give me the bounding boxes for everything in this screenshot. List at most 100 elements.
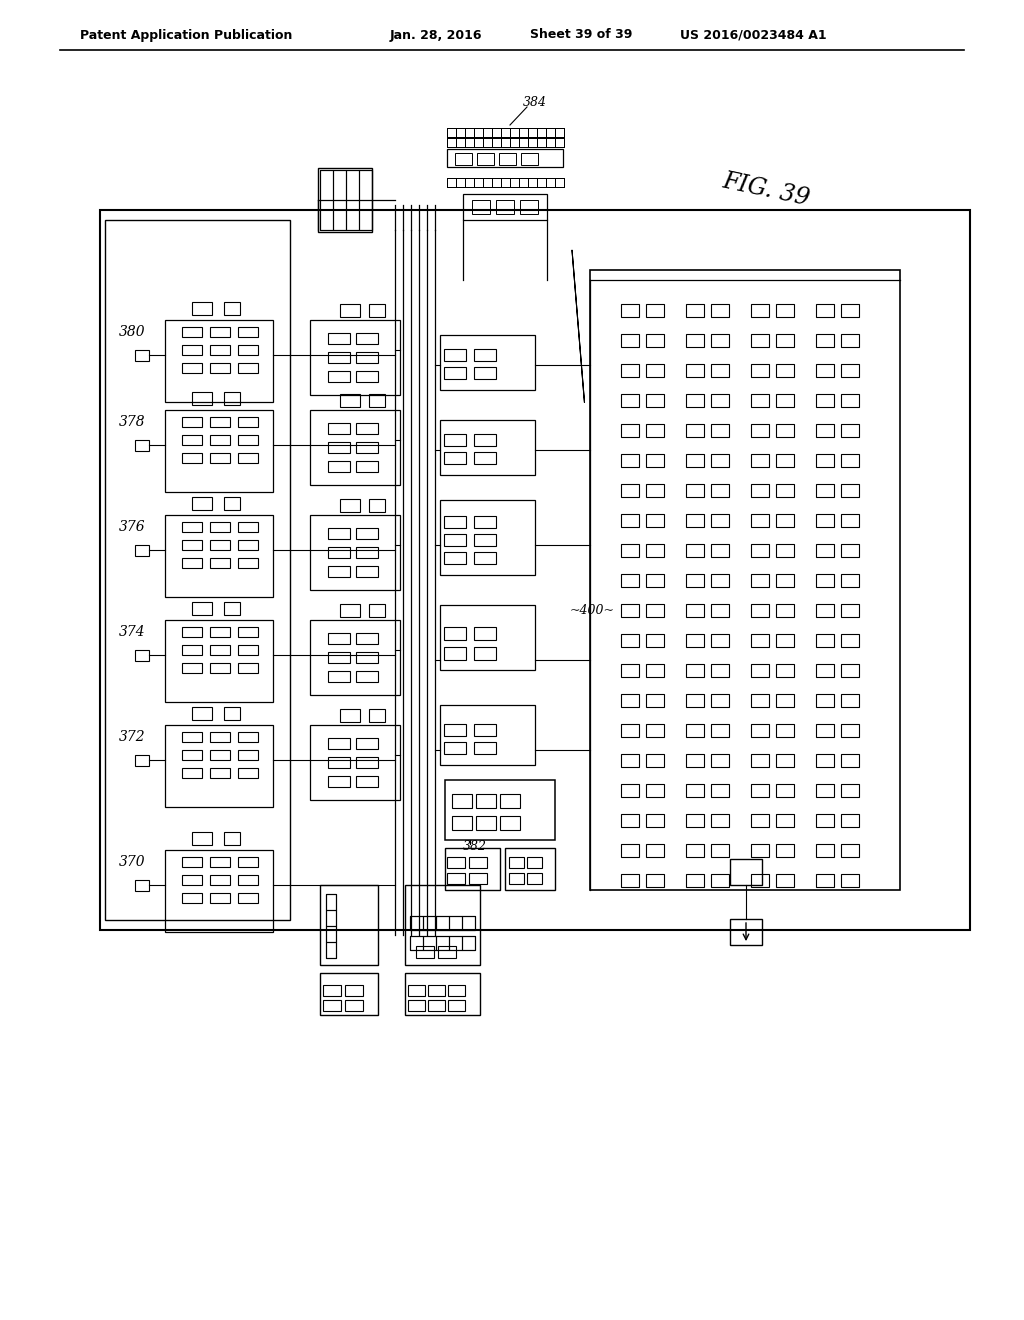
Bar [646,573,664,586]
Bar [711,393,729,407]
Bar [326,942,336,958]
Bar [224,496,240,510]
Bar [406,884,480,965]
Bar [427,985,444,995]
Bar [210,417,230,426]
Bar [444,434,466,446]
Bar [452,795,472,808]
Bar [238,627,258,638]
Bar [501,128,510,137]
Bar [165,725,273,807]
Bar [328,461,350,471]
Bar [751,664,769,676]
Bar [224,706,240,719]
Bar [326,894,336,958]
Text: 384: 384 [523,96,547,110]
Bar [369,304,385,317]
Bar [646,813,664,826]
Bar [751,334,769,346]
Text: 372: 372 [119,730,145,744]
Bar [328,422,350,433]
Bar [238,558,258,568]
Bar [646,784,664,796]
Bar [841,513,859,527]
Bar [440,500,535,576]
Bar [474,647,496,660]
Bar [182,436,202,445]
Bar [776,723,794,737]
Bar [319,170,333,230]
Bar [776,784,794,796]
Bar [210,627,230,638]
Bar [621,304,639,317]
Bar [621,454,639,466]
Bar [444,647,466,660]
Bar [751,454,769,466]
Bar [369,393,385,407]
Bar [182,521,202,532]
Bar [621,843,639,857]
Bar [444,367,466,379]
Bar [496,201,514,214]
Bar [505,847,555,890]
Bar [356,632,378,644]
Bar [472,201,490,214]
Bar [210,645,230,655]
Bar [340,709,360,722]
Bar [456,178,465,187]
Bar [816,784,834,796]
Bar [356,652,378,663]
Bar [751,784,769,796]
Bar [447,985,465,995]
Bar [238,875,258,884]
Bar [356,441,378,453]
Bar [444,348,466,360]
Bar [686,874,705,887]
Text: US 2016/0023484 A1: US 2016/0023484 A1 [680,29,826,41]
Bar [816,424,834,437]
Bar [646,483,664,496]
Bar [319,170,372,230]
Bar [447,178,456,187]
Bar [456,139,465,147]
Text: 378: 378 [119,414,145,429]
Bar [182,327,202,337]
Bar [462,936,475,950]
Bar [210,857,230,867]
Bar [751,573,769,586]
Bar [340,499,360,511]
Bar [555,139,564,147]
Bar [501,178,510,187]
Bar [238,750,258,760]
Bar [711,363,729,376]
Bar [776,874,794,887]
Bar [526,873,542,883]
Bar [193,832,212,845]
Bar [465,139,474,147]
Bar [474,178,483,187]
Bar [686,454,705,466]
Bar [182,558,202,568]
Bar [816,573,834,586]
Bar [646,393,664,407]
Bar [210,663,230,673]
Bar [356,528,378,539]
Bar [408,999,425,1011]
Bar [841,603,859,616]
Bar [410,936,423,950]
Bar [359,170,372,230]
Bar [182,733,202,742]
Bar [776,304,794,317]
Bar [445,780,555,840]
Bar [510,139,519,147]
Bar [841,843,859,857]
Bar [224,301,240,314]
Bar [555,178,564,187]
Bar [444,627,466,639]
Bar [841,573,859,586]
Bar [182,453,202,463]
Bar [135,544,150,556]
Bar [621,513,639,527]
Bar [447,128,456,137]
Bar [711,634,729,647]
